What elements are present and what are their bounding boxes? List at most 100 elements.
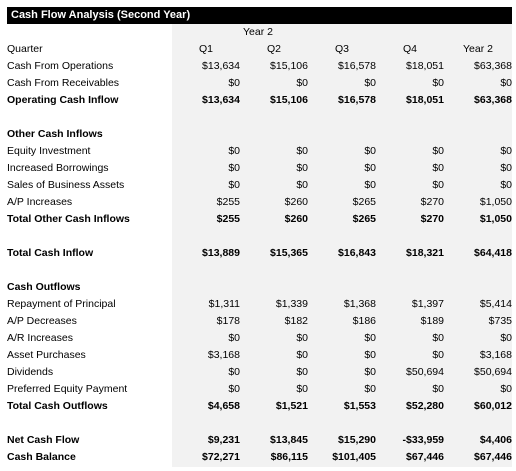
table-row-bold: Net Cash Flow $9,231 $13,845 $15,290 -$33,95… (7, 432, 512, 449)
row-value: $0 (500, 383, 512, 395)
table-row: Preferred Equity Payment $0 $0 $0 $0 $0 (7, 381, 512, 398)
row-value: $255 (216, 196, 240, 208)
row-value: $0 (296, 366, 308, 378)
row-value: $0 (228, 332, 240, 344)
row-value: $1,521 (275, 400, 308, 412)
row-value: $13,634 (202, 94, 240, 106)
row-value: $178 (216, 315, 240, 327)
row-value: $0 (432, 383, 444, 395)
row-value: $186 (352, 315, 376, 327)
row-value: $0 (228, 77, 240, 89)
table-row: Equity Investment $0 $0 $0 $0 $0 (7, 143, 512, 160)
row-value: $13,634 (202, 60, 240, 72)
header-col-q2: Q2 (266, 43, 281, 55)
row-value (376, 279, 444, 296)
row-label: Total Other Cash Inflows (7, 213, 130, 225)
row-value (444, 279, 512, 296)
spacer-cell (7, 262, 512, 279)
row-value: $0 (432, 77, 444, 89)
row-value: $0 (296, 77, 308, 89)
row-value (240, 126, 308, 143)
row-value: $1,553 (343, 400, 376, 412)
row-value: $0 (432, 162, 444, 174)
row-label: Operating Cash Inflow (7, 94, 119, 106)
row-value (376, 126, 444, 143)
row-label: Dividends (7, 366, 54, 378)
row-value: $182 (284, 315, 308, 327)
row-label: Cash From Receivables (7, 77, 120, 89)
row-value: $0 (228, 383, 240, 395)
table-row: Dividends $0 $0 $0 $50,694 $50,694 (7, 364, 512, 381)
row-value: $3,168 (207, 349, 240, 361)
header-label: Quarter (7, 43, 43, 55)
row-value: $260 (284, 213, 308, 225)
spacer-row (7, 262, 512, 279)
table-row: A/P Decreases $178 $182 $186 $189 $735 (7, 313, 512, 330)
row-value: $1,050 (479, 196, 512, 208)
row-value: $18,321 (406, 247, 444, 259)
row-value: $0 (500, 77, 512, 89)
row-value: $0 (364, 332, 376, 344)
year-column-band (172, 24, 512, 467)
row-value: $0 (432, 349, 444, 361)
row-label: Equity Investment (7, 145, 91, 157)
row-value: $0 (432, 179, 444, 191)
row-value: $260 (284, 196, 308, 208)
row-value: $50,694 (406, 366, 444, 378)
row-value: $0 (364, 366, 376, 378)
row-value: $72,271 (202, 451, 240, 463)
row-value: $0 (228, 366, 240, 378)
row-value: $0 (500, 162, 512, 174)
row-value (308, 126, 376, 143)
row-value (172, 126, 240, 143)
row-value: $0 (296, 349, 308, 361)
spacer-cell (7, 228, 512, 245)
row-label: Cash Outflows (7, 281, 81, 293)
row-value: $13,845 (270, 434, 308, 446)
row-value: $265 (352, 213, 376, 225)
row-label: Cash From Operations (7, 60, 114, 72)
row-value: $0 (296, 145, 308, 157)
header-row: Quarter Q1 Q2 Q3 Q4 Year 2 (7, 41, 512, 58)
row-value: $50,694 (474, 366, 512, 378)
row-value: $0 (500, 332, 512, 344)
table-row-bold: Total Cash Outflows $4,658 $1,521 $1,553 $52… (7, 398, 512, 415)
row-value: $52,280 (406, 400, 444, 412)
row-value: $1,311 (208, 298, 240, 310)
row-value: $86,115 (270, 451, 308, 463)
row-value: $0 (432, 332, 444, 344)
row-label: Asset Purchases (7, 349, 86, 361)
row-label: Repayment of Principal (7, 298, 116, 310)
spacer-cell (7, 415, 512, 432)
row-value: $1,339 (275, 298, 308, 310)
header-col-q4: Q4 (402, 43, 417, 55)
table-row: A/P Increases $255 $260 $265 $270 $1,050 (7, 194, 512, 211)
table-row: Sales of Business Assets $0 $0 $0 $0 $0 (7, 177, 512, 194)
row-label: Other Cash Inflows (7, 128, 103, 140)
row-value: $0 (296, 332, 308, 344)
row-value: $0 (296, 179, 308, 191)
table-row-bold: Operating Cash Inflow $13,634 $15,106 $16,5… (7, 92, 512, 109)
row-value (444, 126, 512, 143)
row-value: $1,397 (411, 298, 444, 310)
row-label: A/P Decreases (7, 315, 77, 327)
table-row: Asset Purchases $3,168 $0 $0 $0 $3,168 (7, 347, 512, 364)
row-value: -$33,959 (402, 434, 444, 446)
row-value: $67,446 (474, 451, 512, 463)
row-value: $4,406 (479, 434, 512, 446)
row-value: $101,405 (332, 451, 376, 463)
row-label: Net Cash Flow (7, 434, 80, 446)
spacer-row (7, 109, 512, 126)
row-value: $255 (216, 213, 240, 225)
row-value: $64,418 (474, 247, 512, 259)
spacer-row (7, 228, 512, 245)
row-value: $16,578 (338, 94, 376, 106)
row-value: $0 (364, 179, 376, 191)
row-value: $13,889 (202, 247, 240, 259)
row-value: $4,658 (207, 400, 240, 412)
row-value: $15,290 (338, 434, 376, 446)
table-row-bold: Other Cash Inflows (7, 126, 512, 143)
row-value: $0 (228, 162, 240, 174)
table-row-bold: Cash Outflows (7, 279, 512, 296)
row-value: $0 (364, 145, 376, 157)
